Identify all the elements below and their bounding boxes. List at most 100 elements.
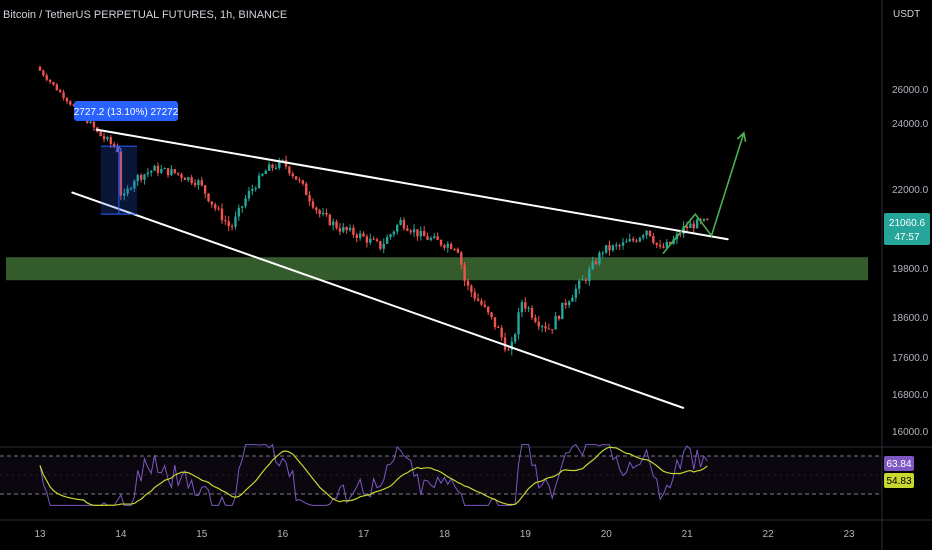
candle-body	[69, 101, 72, 105]
candle-body	[530, 308, 534, 318]
candle-body	[241, 206, 244, 208]
candle-body	[234, 216, 237, 227]
candle-body	[257, 175, 261, 189]
candle-body	[567, 301, 571, 305]
candle-body	[513, 334, 517, 342]
candle-body	[439, 239, 443, 246]
candle-body	[65, 98, 69, 102]
candle-body	[615, 245, 618, 247]
chart-title: Bitcoin / TetherUS PERPETUAL FUTURES, 1h…	[3, 9, 288, 21]
trendlines: 2727.2 (13.10%) 27272	[71, 101, 747, 409]
candle-body	[173, 169, 176, 173]
candle-body	[446, 244, 449, 248]
candle-body	[294, 176, 298, 180]
candle-body	[227, 221, 230, 227]
candle-body	[702, 218, 706, 221]
y-tick-label: 16800.0	[892, 390, 929, 401]
x-tick-label: 15	[196, 529, 208, 540]
candle-body	[264, 170, 267, 174]
candle-body	[72, 104, 75, 106]
candle-body	[625, 241, 628, 243]
candle-body	[453, 248, 456, 250]
candle-body	[564, 302, 567, 305]
candle-body	[510, 341, 513, 350]
candle-body	[578, 280, 581, 289]
candle-body	[517, 312, 520, 335]
y-tick-label: 16000.0	[892, 427, 929, 438]
candle-body	[621, 242, 625, 246]
candle-body	[291, 173, 294, 177]
candle-body	[544, 326, 547, 329]
x-tick-label: 22	[763, 529, 775, 540]
candle-body	[601, 252, 604, 254]
candle-body	[379, 240, 382, 249]
rsi-ma-label: 54.83	[886, 476, 911, 487]
candle-body	[685, 226, 689, 229]
candle-body	[463, 264, 466, 281]
candle-body	[598, 252, 601, 264]
candle-body	[429, 238, 433, 240]
candle-body	[652, 236, 655, 243]
candle-body	[112, 143, 116, 148]
candle-body	[618, 245, 621, 247]
candle-body	[594, 261, 598, 264]
candle-body	[628, 239, 631, 242]
candle-body	[682, 226, 685, 235]
candle-body	[62, 92, 65, 99]
candle-body	[52, 82, 55, 85]
candle-body	[301, 180, 305, 184]
candle-body	[588, 268, 591, 282]
candle-body	[524, 302, 527, 309]
y-tick-label: 17600.0	[892, 353, 929, 364]
candle-body	[500, 327, 503, 338]
candle-body	[426, 236, 429, 240]
candle-body	[392, 231, 396, 235]
candle-body	[166, 168, 170, 176]
candle-body	[375, 239, 379, 241]
candle-body	[325, 212, 328, 215]
rsi-line	[39, 443, 708, 506]
candle-body	[106, 137, 109, 140]
candle-body	[183, 177, 187, 181]
support-zone-rect	[6, 257, 868, 281]
candle-body	[348, 227, 352, 231]
candle-body	[150, 170, 153, 173]
candle-body	[45, 75, 48, 80]
candle-body	[352, 227, 355, 235]
candle-body	[460, 252, 463, 265]
candle-body	[170, 169, 173, 176]
candle-body	[584, 279, 588, 282]
candle-body	[200, 180, 203, 186]
x-tick-label: 21	[682, 529, 694, 540]
candle-body	[305, 183, 308, 196]
candle-body	[561, 302, 564, 320]
candle-body	[382, 243, 385, 249]
y-tick-label: 18600.0	[892, 313, 929, 324]
candle-body	[658, 244, 662, 247]
candle-body	[129, 188, 133, 190]
candle-body	[38, 66, 42, 71]
measure-label-bg	[74, 101, 178, 121]
candle-body	[237, 207, 241, 217]
candle-body	[271, 164, 274, 168]
candle-body	[214, 204, 217, 209]
price-labels: 21060.6 47:57	[884, 213, 930, 245]
candle-body	[281, 160, 284, 162]
support-zone	[6, 257, 868, 281]
candle-body	[571, 297, 574, 302]
candle-body	[318, 210, 321, 215]
candle-body	[557, 316, 561, 320]
rsi-ma-bg	[884, 473, 914, 488]
candle-body	[59, 90, 62, 93]
price-tag-bg	[884, 213, 930, 245]
candle-body	[358, 233, 362, 238]
candle-body	[490, 312, 493, 318]
candle-body	[443, 245, 446, 248]
x-tick-label: 13	[34, 529, 46, 540]
x-tick-label: 23	[843, 529, 855, 540]
candle-body	[692, 223, 695, 229]
candle-body	[207, 193, 210, 202]
candle-body	[298, 179, 301, 181]
